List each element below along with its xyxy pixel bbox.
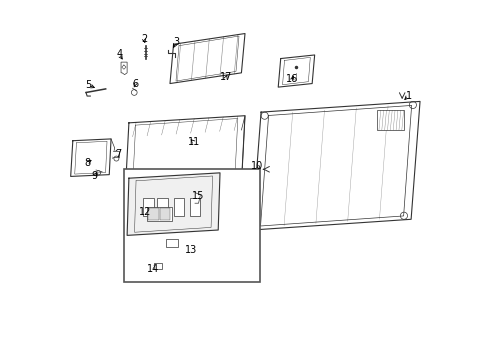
Text: 8: 8 (84, 158, 90, 168)
Bar (147, 207, 172, 221)
Text: 6: 6 (132, 79, 138, 89)
Text: 9: 9 (91, 171, 98, 181)
Bar (124, 169, 260, 282)
Bar (148, 207, 159, 220)
Polygon shape (121, 62, 127, 75)
Bar (143, 198, 154, 216)
Bar (157, 198, 168, 216)
Bar (173, 198, 184, 216)
Text: 4: 4 (116, 49, 122, 59)
Text: 11: 11 (188, 138, 200, 148)
Text: 17: 17 (220, 72, 232, 82)
Text: 13: 13 (185, 245, 197, 255)
Text: 14: 14 (147, 264, 159, 274)
Text: 10: 10 (251, 161, 264, 171)
Polygon shape (125, 116, 245, 191)
Text: 16: 16 (286, 74, 298, 84)
Polygon shape (252, 102, 420, 230)
Bar (154, 263, 162, 269)
Polygon shape (71, 139, 111, 176)
Text: 5: 5 (85, 80, 91, 90)
Polygon shape (278, 55, 315, 87)
Polygon shape (127, 173, 220, 235)
Text: 1: 1 (406, 91, 412, 101)
Text: 3: 3 (173, 37, 179, 48)
Bar (166, 239, 178, 247)
Text: 12: 12 (139, 207, 151, 217)
Bar (190, 198, 200, 216)
Polygon shape (195, 193, 200, 203)
Text: 7: 7 (115, 149, 122, 158)
Polygon shape (170, 33, 245, 84)
Text: 2: 2 (141, 33, 147, 44)
Text: 15: 15 (192, 192, 204, 202)
Bar (160, 207, 171, 220)
Bar (377, 111, 404, 130)
Polygon shape (113, 152, 119, 157)
